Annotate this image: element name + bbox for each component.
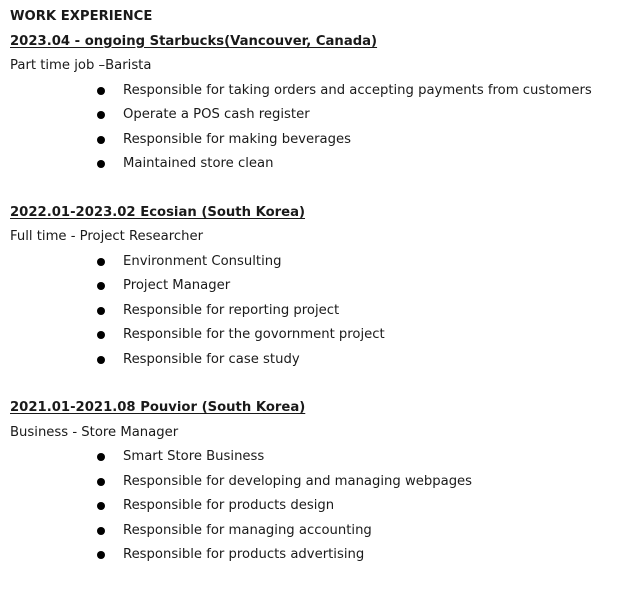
list-item: Responsible for developing and managing … — [10, 472, 610, 497]
list-item-text: Responsible for the govornment project — [123, 327, 385, 342]
job-role: Business - Store Manager — [10, 424, 179, 440]
list-item: Responsible for taking orders and accept… — [10, 81, 610, 106]
bullet-icon — [97, 111, 105, 119]
list-item: Responsible for making beverages — [10, 130, 610, 155]
bullet-icon — [97, 502, 105, 510]
job-entry: 2023.04 - ongoing Starbucks(Vancouver, C… — [10, 32, 610, 179]
job-title: 2022.01-2023.02 Ecosian (South Korea) — [10, 204, 306, 220]
list-item-text: Responsible for products advertising — [123, 547, 365, 562]
responsibility-list: Environment Consulting Project Manager R… — [10, 252, 610, 375]
list-item-text: Responsible for managing accounting — [123, 522, 372, 538]
list-item: Operate a POS cash register — [10, 105, 610, 130]
bullet-icon — [97, 282, 105, 290]
list-item: Responsible for case study — [10, 350, 610, 375]
bullet-icon — [97, 135, 105, 144]
responsibility-list: Smart Store Business Responsible for dev… — [10, 447, 610, 570]
list-item: Responsible for products design — [10, 496, 610, 521]
job-title: 2023.04 - ongoing Starbucks(Vancouver, C… — [10, 33, 378, 49]
list-item-text: Responsible for case study — [123, 351, 300, 367]
list-item-text: Environment Consulting — [123, 253, 282, 269]
job-entry: 2021.01-2021.08 Pouvior (South Korea) Bu… — [10, 398, 610, 570]
list-item-text: Responsible for products design — [123, 498, 335, 513]
list-item: Environment Consulting — [10, 252, 610, 277]
list-item: Responsible for the govornment project — [10, 325, 610, 350]
bullet-icon — [97, 477, 105, 486]
bullet-icon — [97, 160, 105, 168]
list-item-text: Responsible for reporting project — [123, 302, 340, 318]
section-title: WORK EXPERIENCE — [10, 9, 153, 24]
resume-page: WORK EXPERIENCE 2023.04 - ongoing Starbu… — [10, 7, 610, 594]
bullet-icon — [97, 257, 105, 266]
bullet-icon — [97, 526, 105, 535]
job-title: 2021.01-2021.08 Pouvior (South Korea) — [10, 400, 306, 415]
bullet-icon — [97, 355, 105, 364]
bullet-icon — [97, 551, 105, 559]
list-item-text: Operate a POS cash register — [123, 107, 310, 122]
list-item-text: Responsible for developing and managing … — [123, 473, 473, 489]
list-item: Project Manager — [10, 276, 610, 301]
list-item: Responsible for products advertising — [10, 545, 610, 570]
bullet-icon — [97, 331, 105, 339]
list-item-text: Responsible for taking orders and accept… — [123, 82, 592, 98]
job-role: Part time job –Barista — [10, 58, 152, 73]
bullet-icon — [97, 453, 105, 461]
list-item-text: Maintained store clean — [123, 156, 274, 171]
list-item-text: Responsible for making beverages — [123, 131, 351, 147]
responsibility-list: Responsible for taking orders and accept… — [10, 81, 610, 179]
list-item-text: Smart Store Business — [123, 449, 265, 464]
bullet-icon — [97, 86, 105, 95]
list-item: Maintained store clean — [10, 154, 610, 179]
list-item: Responsible for managing accounting — [10, 521, 610, 546]
list-item: Smart Store Business — [10, 447, 610, 472]
bullet-icon — [97, 306, 105, 315]
job-role: Full time - Project Researcher — [10, 229, 204, 244]
list-item: Responsible for reporting project — [10, 301, 610, 326]
list-item-text: Project Manager — [123, 278, 231, 293]
job-entry: 2022.01-2023.02 Ecosian (South Korea) Fu… — [10, 203, 610, 375]
